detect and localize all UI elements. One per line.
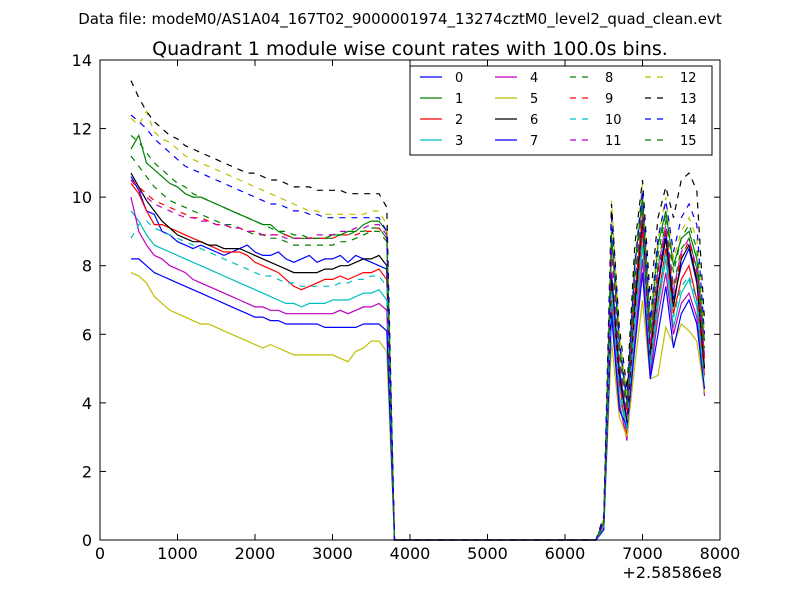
y-tick-label: 12 [72, 120, 92, 139]
legend-label-7: 7 [530, 134, 538, 149]
series-line-10 [130, 220, 706, 541]
legend-label-12: 12 [680, 71, 697, 86]
x-tick-label: 5000 [467, 544, 508, 563]
x-tick-label: 8000 [700, 544, 741, 563]
legend-label-8: 8 [605, 71, 613, 86]
x-tick-label: 0 [95, 544, 105, 563]
legend-label-15: 15 [680, 134, 697, 149]
legend-label-5: 5 [530, 92, 538, 107]
legend-label-4: 4 [530, 71, 538, 86]
series-line-15 [130, 134, 706, 541]
y-tick-label: 14 [72, 51, 92, 70]
x-tick-label: 6000 [545, 544, 586, 563]
x-tick-label: 4000 [390, 544, 431, 563]
x-axis-ticks: 0 1000 2000 3000 4000 5000 6000 7000 8000 [95, 60, 740, 563]
plot-frame [99, 59, 721, 541]
x-tick-label: 7000 [622, 544, 663, 563]
legend-label-9: 9 [605, 92, 613, 107]
y-tick-label: 4 [82, 394, 92, 413]
legend-label-13: 13 [680, 92, 697, 107]
y-tick-label: 6 [82, 325, 92, 344]
y-tick-label: 10 [72, 188, 92, 207]
y-tick-label: 2 [82, 462, 92, 481]
chart-suptitle: Data file: modeM0/AS1A04_167T02_90000019… [78, 10, 722, 29]
x-tick-label: 2000 [235, 544, 276, 563]
legend-label-6: 6 [530, 113, 538, 128]
chart-title: Quadrant 1 module wise count rates with … [152, 38, 668, 60]
legend-label-14: 14 [680, 113, 697, 128]
legend-label-2: 2 [455, 113, 463, 128]
x-tick-label: 3000 [312, 544, 353, 563]
y-tick-label: 8 [82, 257, 92, 276]
legend-label-0: 0 [455, 71, 463, 86]
y-tick-label: 0 [82, 531, 92, 550]
x-offset-label: +2.58586e8 [622, 563, 722, 582]
legend-label-10: 10 [605, 113, 622, 128]
legend-label-3: 3 [455, 134, 463, 149]
x-tick-label: 1000 [157, 544, 198, 563]
legend-label-1: 1 [455, 92, 463, 107]
legend-label-11: 11 [605, 134, 622, 149]
